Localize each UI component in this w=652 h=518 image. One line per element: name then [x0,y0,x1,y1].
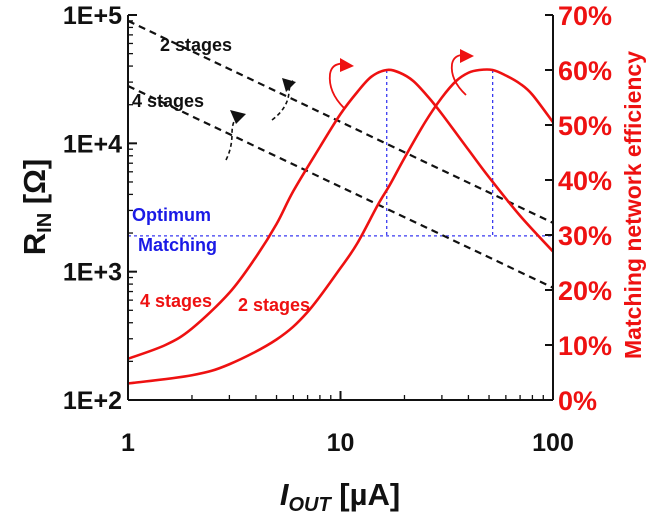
right-axis-title: Matching network efficiency [620,51,646,359]
eff-2-stages-label: 2 stages [238,295,310,315]
eff-4-stages-label: 4 stages [140,291,212,311]
rin-line-4-stages [127,84,554,289]
bottom-tick-label: 1 [121,429,135,457]
left-axis-tick-labels: 1E+2 1E+3 1E+4 1E+5 [63,2,122,415]
bottom-axis-tick-labels: 1 10 100 [121,429,574,457]
bottom-axis-title: IOUT [µA] [280,477,400,516]
efficiency-axis-indicator-arrowheads [340,49,474,72]
rin-4-stages-label: 4 stages [132,91,204,111]
left-axis-title: RIN [Ω] [17,159,56,256]
left-tick-label: 1E+3 [63,259,122,287]
right-tick-label: 60% [558,56,612,86]
rin-2-stages-label: 2 stages [160,35,232,55]
right-tick-label: 30% [558,221,612,251]
left-tick-label: 1E+2 [63,387,122,415]
left-axis-tick-marks [128,14,137,401]
efficiency-axis-indicator-arrows [328,54,467,109]
left-tick-label: 1E+5 [63,2,122,30]
right-axis-tick-labels: 0% 10% 20% 30% 40% 50% 60% 70% [558,1,612,416]
optimum-label-line2: Matching [138,235,217,255]
rin-line-2-stages [127,19,554,224]
right-tick-label: 40% [558,166,612,196]
optimum-label-line1: Optimum [132,205,211,225]
left-tick-label: 1E+4 [63,130,122,158]
right-axis-tick-marks [545,14,553,401]
right-tick-label: 0% [558,386,597,416]
right-tick-label: 70% [558,1,612,31]
bottom-axis-tick-marks [127,391,554,400]
rin-axis-indicator-arrowheads [230,78,296,124]
efficiency-curve-2-stages [127,68,555,385]
efficiency-curve-4-stages [127,68,554,360]
right-tick-label: 50% [558,111,612,141]
bottom-tick-label: 10 [327,429,355,457]
right-tick-label: 20% [558,276,612,306]
bottom-tick-label: 100 [532,429,574,457]
right-tick-label: 10% [558,331,612,361]
